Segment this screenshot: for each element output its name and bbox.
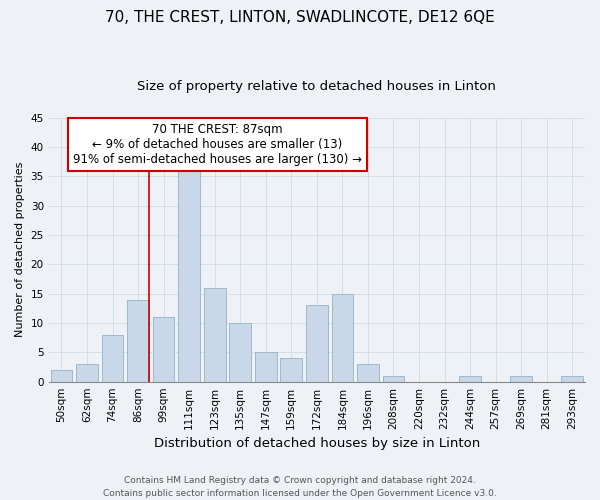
Bar <box>459 376 481 382</box>
Bar <box>153 317 175 382</box>
Bar <box>229 323 251 382</box>
Bar <box>280 358 302 382</box>
Bar <box>101 335 124 382</box>
Bar <box>510 376 532 382</box>
Bar <box>383 376 404 382</box>
Text: Contains HM Land Registry data © Crown copyright and database right 2024.
Contai: Contains HM Land Registry data © Crown c… <box>103 476 497 498</box>
Text: 70 THE CREST: 87sqm
← 9% of detached houses are smaller (13)
91% of semi-detache: 70 THE CREST: 87sqm ← 9% of detached hou… <box>73 123 362 166</box>
Y-axis label: Number of detached properties: Number of detached properties <box>15 162 25 338</box>
Bar <box>76 364 98 382</box>
Bar <box>306 306 328 382</box>
Bar <box>127 300 149 382</box>
Title: Size of property relative to detached houses in Linton: Size of property relative to detached ho… <box>137 80 496 93</box>
Bar <box>255 352 277 382</box>
Bar <box>50 370 72 382</box>
Bar <box>357 364 379 382</box>
Bar <box>332 294 353 382</box>
Bar <box>178 164 200 382</box>
X-axis label: Distribution of detached houses by size in Linton: Distribution of detached houses by size … <box>154 437 480 450</box>
Bar <box>204 288 226 382</box>
Text: 70, THE CREST, LINTON, SWADLINCOTE, DE12 6QE: 70, THE CREST, LINTON, SWADLINCOTE, DE12… <box>105 10 495 25</box>
Bar <box>562 376 583 382</box>
